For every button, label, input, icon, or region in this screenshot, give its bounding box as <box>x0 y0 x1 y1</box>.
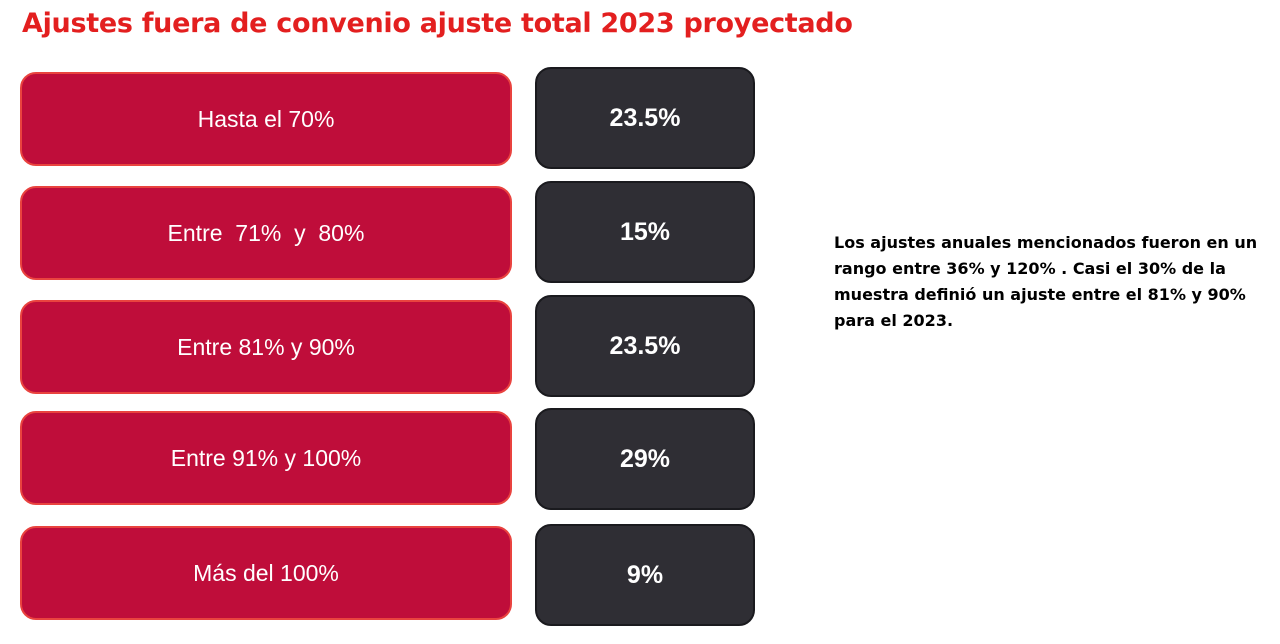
range-label-box: Entre 91% y 100% <box>20 411 512 505</box>
range-value-box: 23.5% <box>535 67 755 169</box>
page-title: Ajustes fuera de convenio ajuste total 2… <box>22 8 853 39</box>
range-label-box: Entre 81% y 90% <box>20 300 512 394</box>
summary-note: Los ajustes anuales mencionados fueron e… <box>834 233 1258 330</box>
range-value-box: 9% <box>535 524 755 626</box>
range-label-box: Hasta el 70% <box>20 72 512 166</box>
range-value-box: 23.5% <box>535 295 755 397</box>
range-label-box: Más del 100% <box>20 526 512 620</box>
range-value-box: 15% <box>535 181 755 283</box>
range-label-box: Entre 71% y 80% <box>20 186 512 280</box>
range-value-box: 29% <box>535 408 755 510</box>
